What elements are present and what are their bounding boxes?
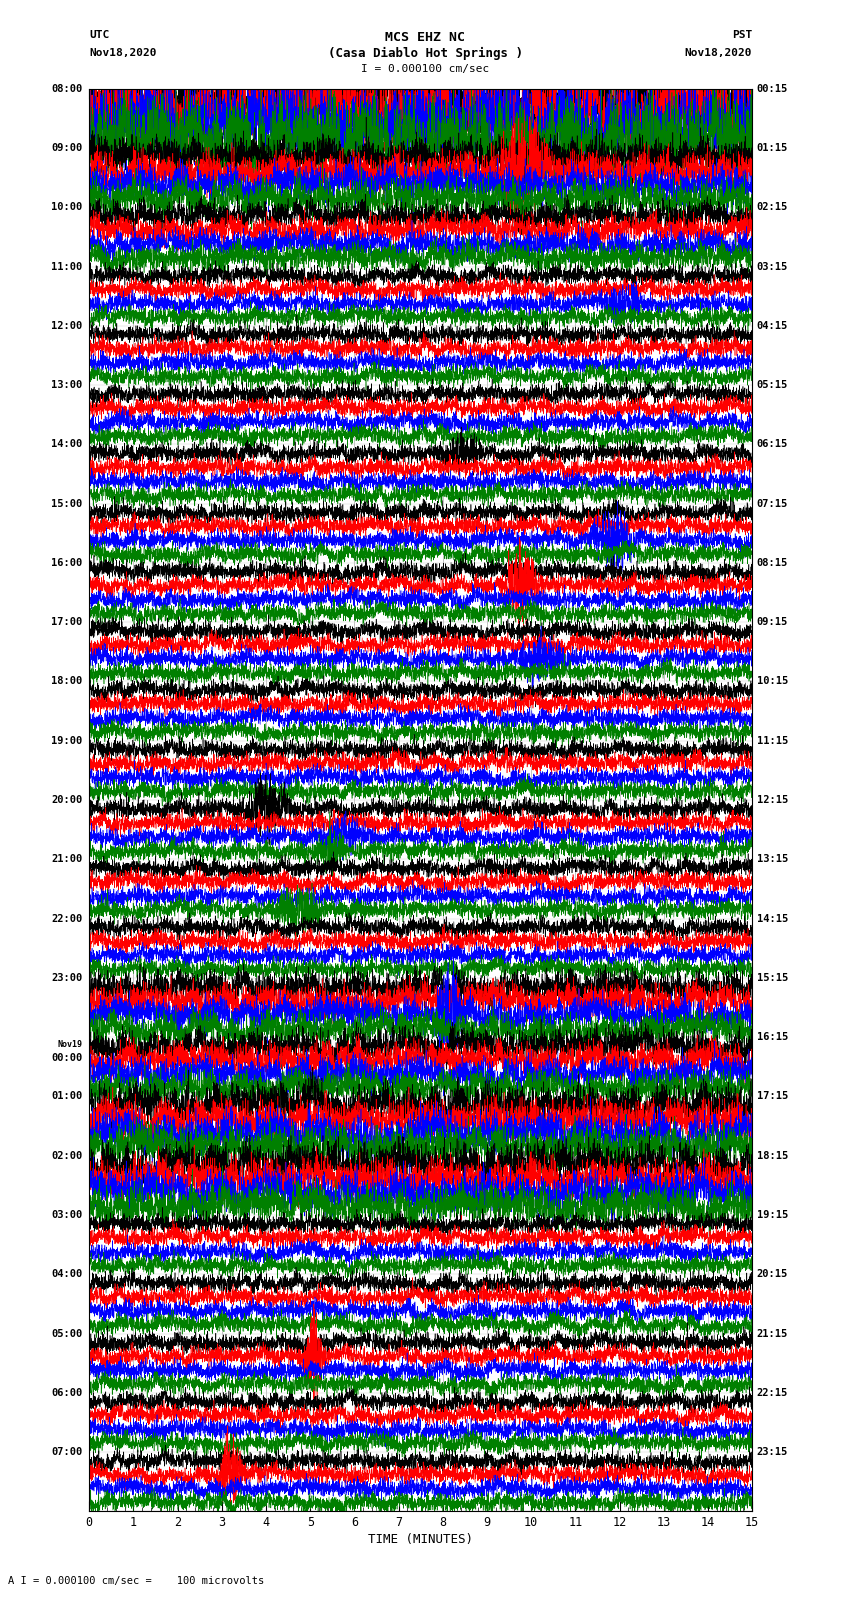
- Text: 17:00: 17:00: [51, 618, 82, 627]
- Text: 15:00: 15:00: [51, 498, 82, 508]
- Text: 14:15: 14:15: [756, 913, 788, 924]
- Text: 06:00: 06:00: [51, 1387, 82, 1398]
- Text: 11:00: 11:00: [51, 261, 82, 271]
- X-axis label: TIME (MINUTES): TIME (MINUTES): [368, 1534, 473, 1547]
- Text: 10:00: 10:00: [51, 202, 82, 213]
- Text: 23:00: 23:00: [51, 973, 82, 982]
- Text: 18:00: 18:00: [51, 676, 82, 687]
- Text: 08:00: 08:00: [51, 84, 82, 94]
- Text: 18:15: 18:15: [756, 1150, 788, 1161]
- Text: 01:00: 01:00: [51, 1092, 82, 1102]
- Text: 16:15: 16:15: [756, 1032, 788, 1042]
- Text: MCS EHZ NC: MCS EHZ NC: [385, 31, 465, 44]
- Text: 08:15: 08:15: [756, 558, 788, 568]
- Text: 03:00: 03:00: [51, 1210, 82, 1219]
- Text: 04:15: 04:15: [756, 321, 788, 331]
- Text: Nov19: Nov19: [58, 1040, 82, 1050]
- Text: PST: PST: [732, 31, 752, 40]
- Text: (Casa Diablo Hot Springs ): (Casa Diablo Hot Springs ): [327, 47, 523, 60]
- Text: 13:00: 13:00: [51, 381, 82, 390]
- Text: 21:00: 21:00: [51, 855, 82, 865]
- Text: 20:00: 20:00: [51, 795, 82, 805]
- Text: 17:15: 17:15: [756, 1092, 788, 1102]
- Text: 12:15: 12:15: [756, 795, 788, 805]
- Text: 23:15: 23:15: [756, 1447, 788, 1457]
- Text: 20:15: 20:15: [756, 1269, 788, 1279]
- Text: Nov18,2020: Nov18,2020: [89, 48, 156, 58]
- Text: 13:15: 13:15: [756, 855, 788, 865]
- Text: 14:00: 14:00: [51, 439, 82, 450]
- Text: 00:15: 00:15: [756, 84, 788, 94]
- Text: 02:15: 02:15: [756, 202, 788, 213]
- Text: 02:00: 02:00: [51, 1150, 82, 1161]
- Text: 10:15: 10:15: [756, 676, 788, 687]
- Text: A I = 0.000100 cm/sec =    100 microvolts: A I = 0.000100 cm/sec = 100 microvolts: [8, 1576, 264, 1586]
- Text: 09:15: 09:15: [756, 618, 788, 627]
- Text: 19:00: 19:00: [51, 736, 82, 745]
- Text: 00:00: 00:00: [51, 1053, 82, 1063]
- Text: 01:15: 01:15: [756, 144, 788, 153]
- Text: 05:00: 05:00: [51, 1329, 82, 1339]
- Text: 12:00: 12:00: [51, 321, 82, 331]
- Text: 22:15: 22:15: [756, 1387, 788, 1398]
- Text: Nov18,2020: Nov18,2020: [685, 48, 752, 58]
- Text: 21:15: 21:15: [756, 1329, 788, 1339]
- Text: 03:15: 03:15: [756, 261, 788, 271]
- Text: 09:00: 09:00: [51, 144, 82, 153]
- Text: 16:00: 16:00: [51, 558, 82, 568]
- Text: 19:15: 19:15: [756, 1210, 788, 1219]
- Text: 07:15: 07:15: [756, 498, 788, 508]
- Text: 05:15: 05:15: [756, 381, 788, 390]
- Text: 07:00: 07:00: [51, 1447, 82, 1457]
- Text: 11:15: 11:15: [756, 736, 788, 745]
- Text: 22:00: 22:00: [51, 913, 82, 924]
- Text: 15:15: 15:15: [756, 973, 788, 982]
- Text: I = 0.000100 cm/sec: I = 0.000100 cm/sec: [361, 65, 489, 74]
- Text: UTC: UTC: [89, 31, 110, 40]
- Text: 06:15: 06:15: [756, 439, 788, 450]
- Text: 04:00: 04:00: [51, 1269, 82, 1279]
